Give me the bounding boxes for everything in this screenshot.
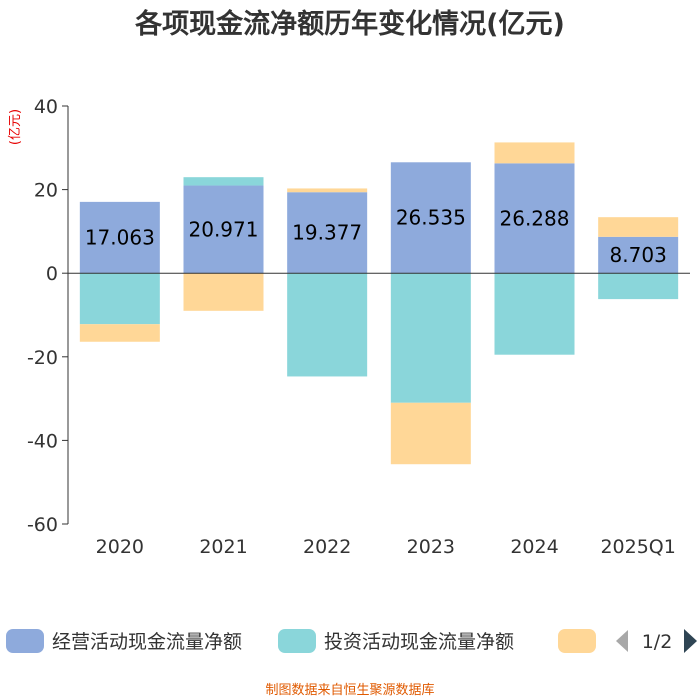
data-labels-group: 17.063 20.971 19.377 26.535 26.288 8.703 [85, 206, 667, 267]
y-tick-label: -60 [27, 514, 58, 536]
bar-segment-series3-2023 [390, 402, 471, 465]
x-tick-label: 2022 [303, 536, 351, 558]
bar-segment-series3-2020 [79, 324, 160, 342]
legend-swatch-series3 [558, 629, 596, 653]
y-axis: 40 20 0 -20 -40 -60 [27, 96, 69, 536]
bar-segment-series1-2023 [390, 162, 471, 274]
bar-segment-series2-2021 [183, 177, 264, 186]
y-tick-label: -20 [27, 347, 58, 369]
data-label: 8.703 [610, 243, 667, 267]
bar-segment-series2-2025Q1 [598, 273, 679, 300]
bar-segment-series1-2022 [287, 192, 368, 274]
bar-segment-series1-2020 [79, 201, 160, 274]
data-label: 17.063 [85, 226, 155, 250]
bars-group [68, 142, 690, 465]
bar-segment-series2-2020 [79, 273, 160, 325]
bar-segment-series2-2023 [390, 273, 471, 403]
legend-page-indicator: 1/2 [642, 631, 673, 653]
y-tick-label: 0 [46, 263, 58, 285]
bar-segment-series1-2025Q1 [598, 236, 679, 274]
legend-swatch-series2 [278, 629, 316, 653]
x-tick-label: 2023 [407, 536, 455, 558]
legend: 经营活动现金流量净额 投资活动现金流量净额 1/2 [6, 629, 697, 653]
bar-segment-series3-2024 [494, 142, 575, 164]
legend-swatch-series1 [6, 629, 44, 653]
bar-segment-series3-2022 [287, 188, 368, 193]
bar-segment-series2-2022 [287, 273, 368, 377]
legend-prev-page-icon[interactable] [616, 630, 628, 652]
x-axis: 2020 2021 2022 2023 2024 2025Q1 [96, 536, 676, 558]
data-label: 26.535 [396, 206, 466, 230]
data-label: 20.971 [189, 217, 259, 241]
y-axis-unit-label: (亿元) [8, 109, 23, 145]
y-tick-label: 40 [34, 96, 58, 118]
x-tick-label: 2021 [199, 536, 247, 558]
legend-next-page-icon[interactable] [684, 629, 697, 653]
legend-label: 经营活动现金流量净额 [52, 631, 242, 653]
bar-segment-series3-2025Q1 [598, 217, 679, 237]
bar-segment-series1-2024 [494, 163, 575, 274]
data-label: 19.377 [292, 221, 362, 245]
y-tick-label: 20 [34, 180, 58, 202]
bar-segment-series2-2024 [494, 273, 575, 355]
y-tick-label: -40 [27, 430, 58, 452]
x-tick-label: 2020 [96, 536, 144, 558]
x-tick-label: 2024 [510, 536, 558, 558]
chart-title: 各项现金流净额历年变化情况(亿元) [134, 8, 565, 40]
bar-segment-series1-2021 [183, 185, 264, 274]
legend-label: 投资活动现金流量净额 [324, 631, 514, 653]
x-tick-label: 2025Q1 [600, 536, 675, 558]
bar-segment-series3-2021 [183, 273, 264, 311]
data-label: 26.288 [500, 206, 570, 230]
data-source-note: 制图数据来自恒生聚源数据库 [265, 682, 434, 698]
